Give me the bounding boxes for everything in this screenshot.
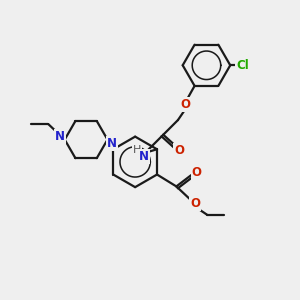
Text: O: O bbox=[180, 98, 190, 111]
Text: Cl: Cl bbox=[236, 59, 249, 72]
Text: O: O bbox=[191, 166, 202, 179]
Text: N: N bbox=[139, 150, 149, 163]
Text: N: N bbox=[107, 137, 117, 150]
Text: O: O bbox=[190, 197, 200, 210]
Text: N: N bbox=[55, 130, 65, 143]
Text: O: O bbox=[174, 144, 184, 157]
Text: H: H bbox=[133, 146, 141, 155]
